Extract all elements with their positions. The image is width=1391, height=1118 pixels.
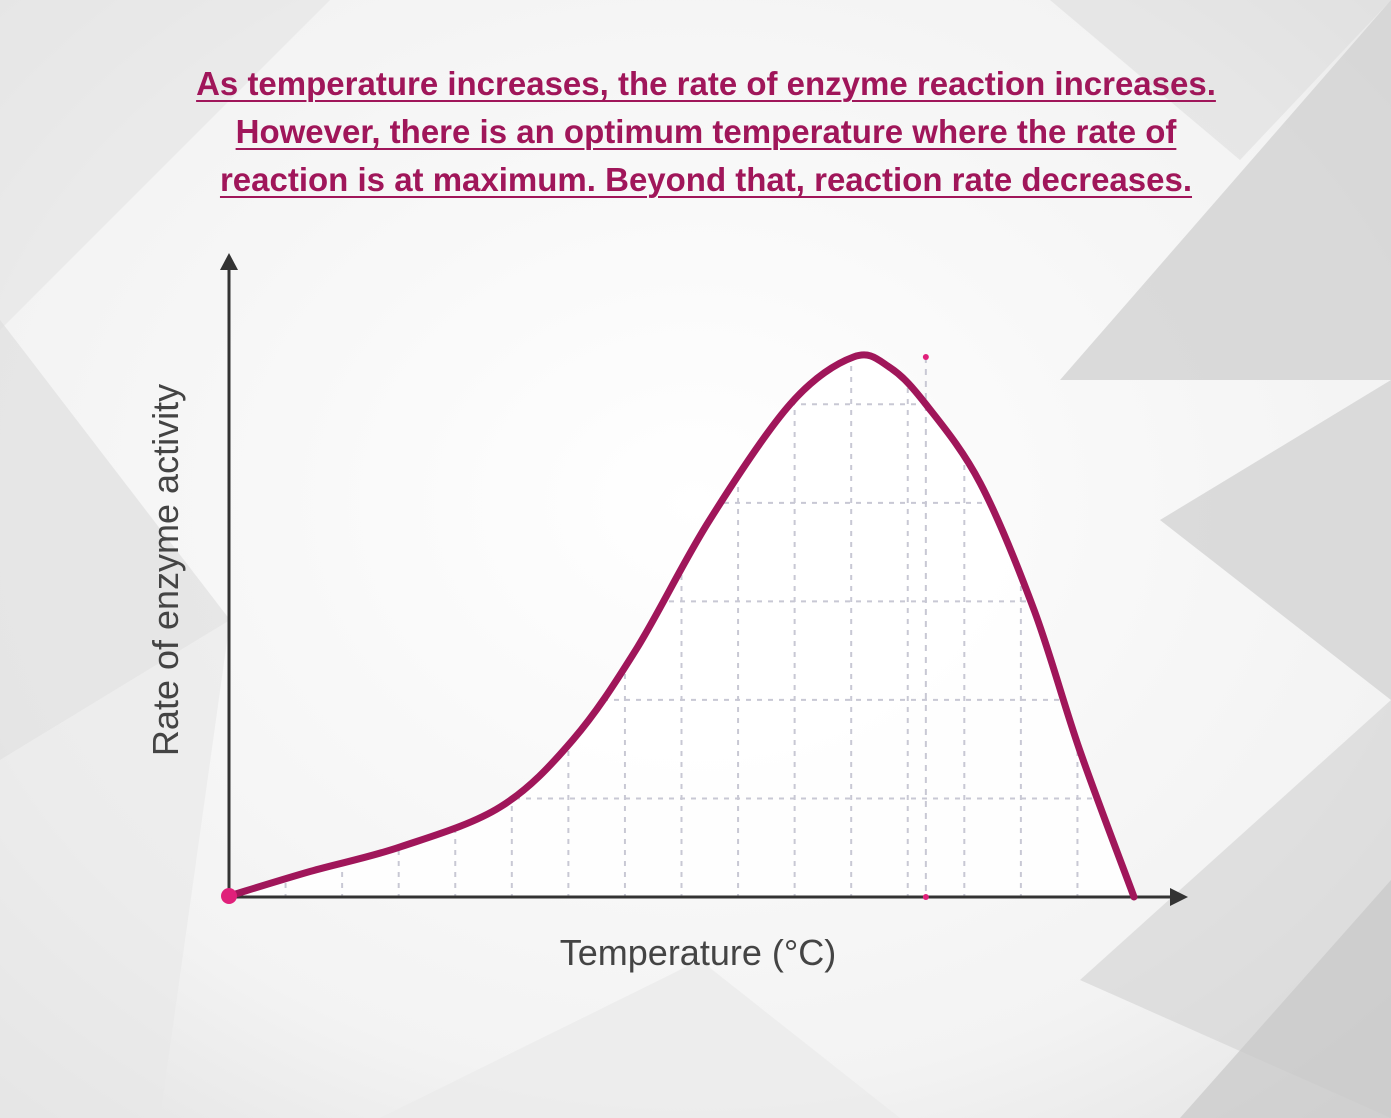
- x-axis-arrow: [1170, 888, 1188, 906]
- optimum-x-marker: [922, 894, 929, 900]
- caption-text: As temperature increases, the rate of en…: [95, 60, 1317, 204]
- caption-line-2: However, there is an optimum temperature…: [235, 113, 1177, 150]
- y-axis-label: Rate of enzyme activity: [145, 384, 186, 756]
- y-axis-arrow: [220, 253, 238, 270]
- enzyme-activity-curve: [225, 351, 1138, 901]
- optimum-marker: [922, 353, 929, 360]
- caption-line-3: reaction is at maximum. Beyond that, rea…: [219, 161, 1193, 198]
- area-under-curve: [229, 354, 1134, 897]
- caption-line-1: As temperature increases, the rate of en…: [196, 65, 1216, 102]
- x-axis-label: Temperature (°C): [560, 932, 836, 973]
- origin-marker: [221, 888, 237, 905]
